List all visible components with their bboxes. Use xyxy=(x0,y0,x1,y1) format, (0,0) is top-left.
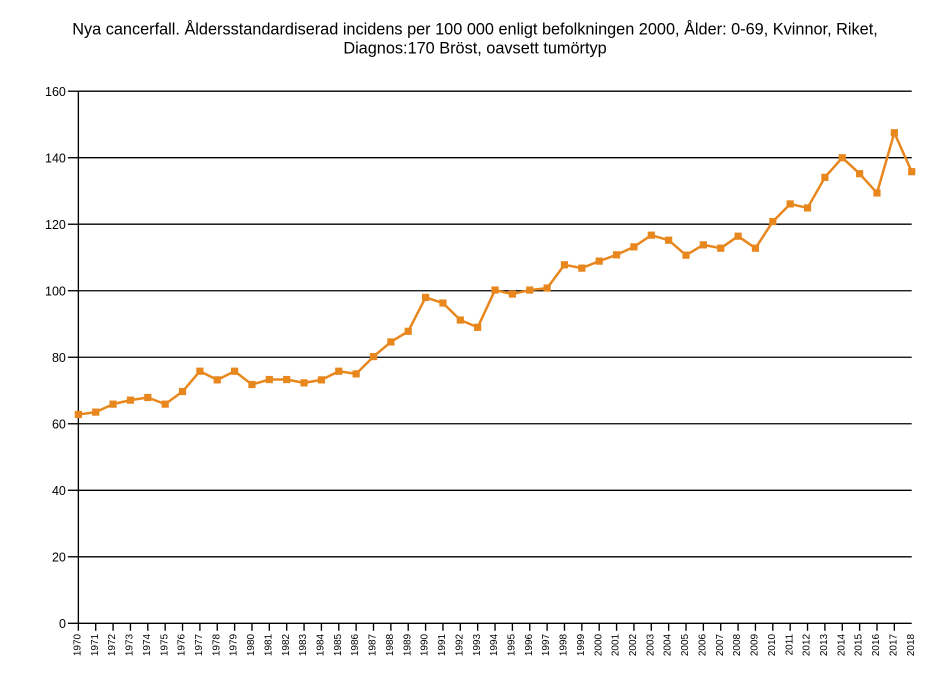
svg-text:2007: 2007 xyxy=(715,633,726,656)
svg-text:1981: 1981 xyxy=(263,633,274,656)
svg-text:1978: 1978 xyxy=(211,633,222,656)
svg-text:2010: 2010 xyxy=(767,633,778,656)
svg-text:2003: 2003 xyxy=(645,633,656,656)
svg-text:1980: 1980 xyxy=(246,633,257,656)
svg-text:140: 140 xyxy=(45,151,66,165)
svg-text:40: 40 xyxy=(52,484,66,498)
svg-text:2017: 2017 xyxy=(888,633,899,656)
svg-text:1992: 1992 xyxy=(454,633,465,656)
svg-text:2012: 2012 xyxy=(802,633,813,656)
svg-text:2000: 2000 xyxy=(593,633,604,656)
svg-text:2001: 2001 xyxy=(611,633,622,656)
svg-text:2015: 2015 xyxy=(854,633,865,656)
svg-text:1996: 1996 xyxy=(524,633,535,656)
svg-text:120: 120 xyxy=(45,218,66,232)
svg-text:160: 160 xyxy=(45,85,66,99)
svg-text:Diagnos:170 Bröst, oavsett tum: Diagnos:170 Bröst, oavsett tumörtyp xyxy=(343,40,606,58)
svg-text:0: 0 xyxy=(59,617,66,631)
svg-text:1986: 1986 xyxy=(350,633,361,656)
svg-text:60: 60 xyxy=(52,417,66,431)
svg-text:1977: 1977 xyxy=(194,633,205,656)
svg-text:1999: 1999 xyxy=(576,633,587,656)
svg-text:2008: 2008 xyxy=(732,633,743,656)
svg-text:1988: 1988 xyxy=(385,633,396,656)
svg-text:1972: 1972 xyxy=(107,633,118,656)
svg-text:1991: 1991 xyxy=(437,633,448,656)
svg-text:1971: 1971 xyxy=(90,633,101,656)
svg-text:1976: 1976 xyxy=(177,633,188,656)
svg-text:1982: 1982 xyxy=(281,633,292,656)
svg-text:1984: 1984 xyxy=(316,633,327,656)
svg-text:1975: 1975 xyxy=(159,633,170,656)
svg-text:80: 80 xyxy=(52,351,66,365)
svg-text:1970: 1970 xyxy=(72,633,83,656)
svg-text:2013: 2013 xyxy=(819,633,830,656)
svg-text:1998: 1998 xyxy=(559,633,570,656)
svg-text:2011: 2011 xyxy=(784,633,795,655)
svg-text:1997: 1997 xyxy=(541,633,552,656)
svg-text:1995: 1995 xyxy=(506,633,517,656)
svg-text:1985: 1985 xyxy=(333,633,344,656)
svg-text:1989: 1989 xyxy=(402,633,413,656)
svg-text:2018: 2018 xyxy=(906,633,917,656)
svg-text:1987: 1987 xyxy=(368,633,379,656)
svg-text:1993: 1993 xyxy=(472,633,483,656)
svg-text:Nya cancerfall. Åldersstandard: Nya cancerfall. Åldersstandardiserad inc… xyxy=(72,20,878,39)
svg-text:2002: 2002 xyxy=(628,633,639,656)
svg-text:2004: 2004 xyxy=(663,633,674,656)
svg-text:1990: 1990 xyxy=(420,633,431,656)
svg-text:1973: 1973 xyxy=(125,633,136,656)
svg-text:2016: 2016 xyxy=(871,633,882,656)
svg-text:2009: 2009 xyxy=(750,633,761,656)
svg-text:1974: 1974 xyxy=(142,633,153,656)
svg-text:2006: 2006 xyxy=(697,633,708,656)
svg-text:20: 20 xyxy=(52,550,66,564)
svg-text:1979: 1979 xyxy=(229,633,240,656)
svg-text:2014: 2014 xyxy=(836,633,847,656)
svg-text:100: 100 xyxy=(45,284,66,298)
svg-text:2005: 2005 xyxy=(680,633,691,656)
svg-text:1994: 1994 xyxy=(489,633,500,656)
svg-text:1983: 1983 xyxy=(298,633,309,656)
